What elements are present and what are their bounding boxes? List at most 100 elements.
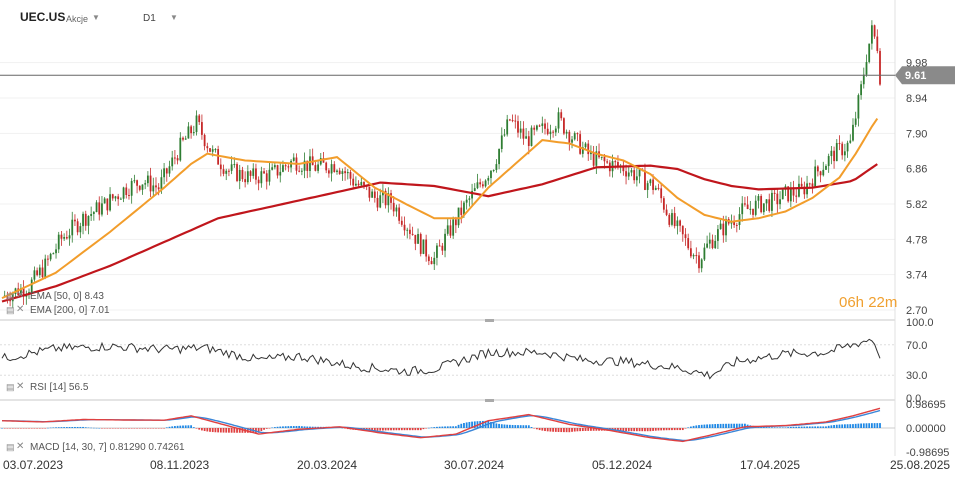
- time-axis[interactable]: 03.07.2023 08.11.2023 20.03.2024 30.07.2024…: [3, 458, 950, 472]
- candle: [427, 256, 430, 262]
- macd-histogram-bar: [52, 427, 55, 428]
- macd-histogram-bar: [460, 423, 463, 428]
- rsi-tick-label: 70.0: [906, 340, 927, 352]
- rsi-legend-value: 56.5: [68, 382, 89, 393]
- price-tick-label: 4.78: [906, 234, 927, 246]
- macd-tick-label: -0.98695: [906, 447, 949, 459]
- candle: [384, 190, 387, 206]
- macd-histogram-bar: [382, 428, 384, 431]
- macd-histogram-bar: [506, 424, 509, 428]
- candle: [349, 172, 352, 179]
- macd-histogram-bar: [552, 428, 555, 432]
- macd-histogram-bar: [590, 428, 592, 431]
- macd-histogram-bar: [155, 428, 157, 429]
- candle: [55, 249, 57, 254]
- candle: [149, 175, 152, 192]
- price-axis[interactable]: 9.98 8.94 7.90 6.86 5.82 4.78 3.74 2.70: [906, 58, 927, 317]
- macd-legend[interactable]: ▤ ✕ MACD [14, 30, 7] 0.81290 0.74261: [6, 441, 185, 453]
- settings-icon[interactable]: ▤: [6, 442, 15, 452]
- macd-histogram-bar: [779, 427, 781, 428]
- macd-histogram-bar: [730, 423, 733, 428]
- symbol-name[interactable]: UEC.US: [20, 10, 66, 24]
- macd-histogram-bar: [843, 424, 846, 428]
- macd-histogram-bar: [138, 428, 141, 429]
- candle: [325, 162, 328, 171]
- symbol-dropdown-icon[interactable]: ▼: [92, 13, 100, 22]
- settings-icon[interactable]: ▤: [6, 305, 15, 315]
- macd-histogram-bar: [230, 428, 233, 433]
- macd-histogram-bar: [471, 421, 473, 428]
- candle: [6, 295, 9, 300]
- current-price-tag[interactable]: 9.61: [895, 66, 955, 85]
- candle: [355, 183, 357, 186]
- macd-histogram-bar: [136, 428, 138, 429]
- rsi-legend[interactable]: ▤ ✕ RSI [14] 56.5: [6, 381, 89, 393]
- candle: [452, 219, 455, 236]
- macd-histogram-bar: [430, 427, 433, 428]
- candle: [508, 119, 511, 121]
- candle: [30, 279, 33, 293]
- macd-histogram-bar: [652, 428, 654, 431]
- macd-histogram-bar: [557, 428, 560, 432]
- close-icon[interactable]: ✕: [16, 381, 25, 392]
- macd-histogram-bar: [379, 428, 382, 431]
- close-icon[interactable]: ✕: [16, 290, 25, 301]
- candle: [187, 126, 190, 139]
- macd-histogram-bar: [187, 425, 190, 428]
- macd-histogram-bar: [146, 428, 149, 429]
- macd-histogram-bar: [781, 427, 784, 428]
- candle: [36, 270, 39, 276]
- candle: [862, 74, 865, 85]
- macd-histogram-bar: [852, 424, 854, 428]
- candle: [257, 179, 260, 184]
- pane-resize-handle-2[interactable]: [485, 399, 494, 402]
- macd-histogram-bar: [635, 428, 638, 432]
- macd-histogram-bar: [206, 428, 209, 432]
- candle: [868, 43, 871, 63]
- candle: [811, 183, 814, 187]
- candle: [103, 198, 106, 204]
- settings-icon[interactable]: ▤: [6, 291, 15, 301]
- macd-histogram-bar: [473, 421, 476, 428]
- macd-histogram-bar: [282, 426, 284, 428]
- timeframe-selector[interactable]: D1: [143, 13, 156, 24]
- macd-histogram-bar: [492, 422, 495, 428]
- candle: [468, 198, 471, 200]
- candle: [671, 213, 673, 225]
- candle: [454, 219, 457, 226]
- candle: [841, 143, 844, 156]
- macd-tick-label: 0.00000: [906, 423, 946, 435]
- time-tick-label: 25.08.2025: [890, 458, 950, 472]
- macd-histogram-bar: [563, 428, 565, 433]
- settings-icon[interactable]: ▤: [6, 382, 15, 392]
- candle: [733, 221, 736, 225]
- candle: [263, 171, 265, 174]
- ema200-legend[interactable]: ▤ ✕ EMA [200, 0] 7.01: [6, 304, 110, 316]
- macd-histogram-bar: [114, 428, 117, 429]
- close-icon[interactable]: ✕: [16, 304, 25, 315]
- candle: [400, 220, 403, 225]
- ema50-legend[interactable]: ▤ ✕ EMA [50, 0] 8.43: [6, 290, 104, 302]
- macd-histogram-bar: [222, 428, 225, 433]
- rsi-axis: 100.0 70.0 30.0 0.0: [906, 317, 934, 405]
- macd-histogram-bar: [771, 427, 773, 428]
- pane-resize-handle[interactable]: [485, 319, 494, 322]
- candle: [638, 169, 641, 177]
- price-gridlines: [0, 62, 895, 311]
- macd-histogram-bar: [268, 428, 271, 429]
- candle: [830, 150, 833, 157]
- candle: [584, 143, 587, 148]
- candle: [725, 219, 727, 236]
- macd-histogram-bar: [825, 426, 827, 428]
- candle: [846, 142, 849, 152]
- macd-histogram-bar: [519, 425, 522, 428]
- candle: [665, 209, 668, 215]
- timeframe-dropdown-icon[interactable]: ▼: [170, 13, 178, 22]
- macd-histogram-bar: [238, 428, 241, 433]
- candle: [506, 119, 509, 135]
- macd-histogram-bar: [98, 427, 101, 429]
- candle: [444, 233, 446, 251]
- macd-histogram-bar: [438, 426, 441, 428]
- close-icon[interactable]: ✕: [16, 441, 25, 452]
